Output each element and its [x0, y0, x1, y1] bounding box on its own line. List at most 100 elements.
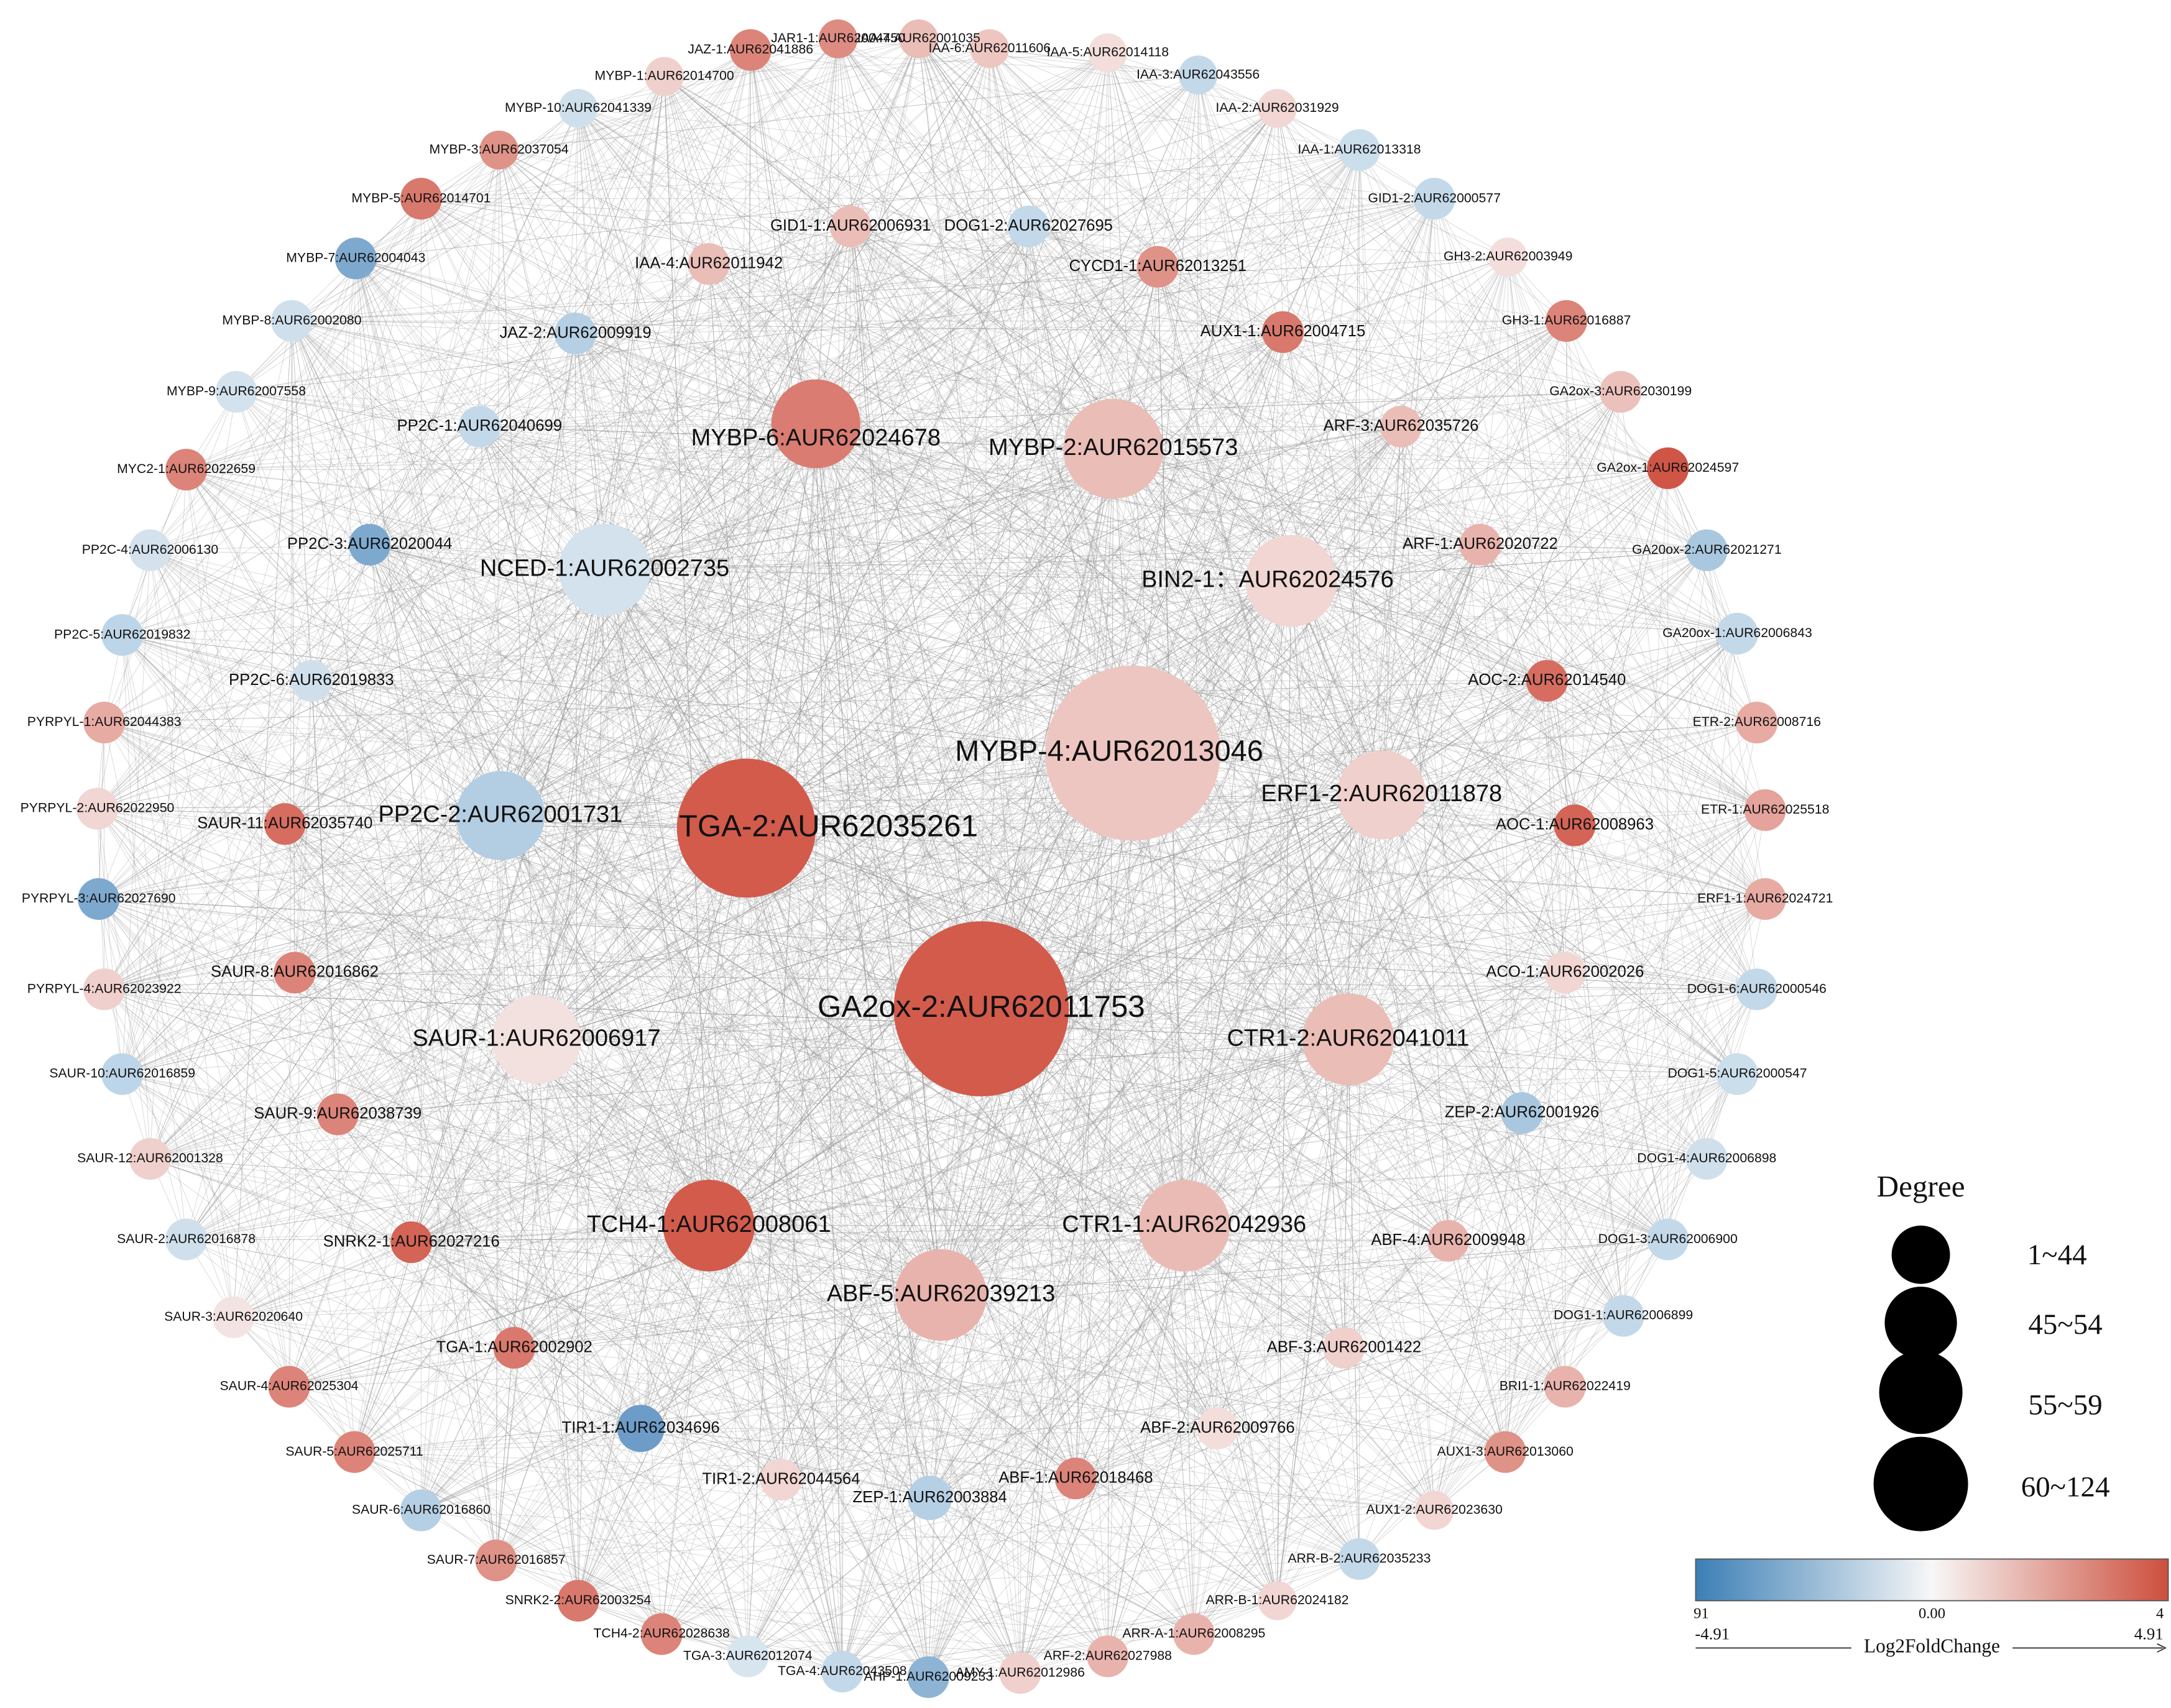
edge	[236, 392, 1348, 1040]
edge	[850, 226, 1624, 1316]
edge	[499, 150, 1382, 796]
legend: Degree 1~44 45~54 55~59 60~124 91 0.00 4…	[1694, 1169, 2169, 1660]
edge	[747, 1008, 982, 1656]
edge	[479, 426, 747, 829]
edge	[122, 828, 747, 1075]
edge	[604, 569, 1076, 1479]
edge	[104, 989, 1624, 1316]
node-label: AOC-2:AUR62014540	[1468, 671, 1626, 689]
edge	[536, 581, 1292, 1040]
edge	[421, 1510, 1194, 1635]
edge	[708, 1225, 1278, 1601]
edge	[1107, 52, 1766, 810]
edge	[122, 1073, 641, 1429]
edge	[421, 150, 1360, 200]
edge	[746, 257, 1508, 829]
edge	[411, 722, 1757, 1242]
edge	[496, 1225, 709, 1561]
edge	[815, 423, 929, 1678]
edge	[536, 1039, 941, 1295]
edge	[294, 226, 1029, 973]
edge	[708, 825, 1575, 1226]
edge	[575, 108, 579, 334]
edge	[1291, 581, 1348, 1040]
degree-label: 60~124	[2021, 1471, 2110, 1503]
edge	[1448, 825, 1575, 1241]
edge	[816, 392, 1621, 425]
edge	[514, 1239, 1668, 1348]
edge	[1434, 468, 1669, 1511]
edge	[575, 333, 1435, 1511]
edge	[981, 468, 1668, 1009]
edge	[292, 321, 1194, 1635]
edge	[980, 1009, 1021, 1673]
edge	[708, 264, 1766, 810]
edge	[421, 257, 1508, 1511]
edge	[122, 569, 605, 1075]
edge	[928, 48, 990, 1678]
edge	[233, 1316, 930, 1499]
edge	[1401, 426, 1565, 973]
edge	[104, 722, 1575, 826]
edge	[500, 681, 1547, 816]
edge	[292, 257, 1508, 321]
edge	[369, 544, 641, 1429]
edge	[578, 108, 941, 1295]
edge	[850, 226, 1283, 333]
edge	[421, 267, 1158, 1511]
edge	[337, 1114, 749, 1657]
edge	[575, 333, 709, 1226]
edge	[496, 1073, 1738, 1561]
edge	[746, 828, 1707, 1159]
edge	[815, 423, 941, 1295]
edge	[411, 569, 605, 1242]
edge	[500, 815, 1021, 1673]
edge	[311, 681, 579, 1601]
edge	[311, 48, 990, 681]
edge	[929, 794, 1382, 1499]
edge	[746, 828, 843, 1672]
edge	[1113, 448, 1624, 1316]
edge	[514, 448, 1114, 1348]
edge	[746, 828, 929, 1678]
edge	[664, 76, 1278, 1601]
edge	[980, 449, 1114, 1009]
node-label: PYRPYL-4:AUR62023922	[27, 981, 182, 996]
edge	[1184, 581, 1292, 1226]
edge	[929, 753, 1133, 1499]
edge	[815, 423, 929, 1678]
edge	[97, 809, 123, 1075]
edge	[1667, 468, 1758, 723]
edge	[815, 423, 1360, 1559]
edge	[311, 198, 422, 681]
edge	[536, 423, 816, 1040]
edge	[941, 1295, 1435, 1511]
edge	[661, 1159, 1707, 1635]
node-label: DOG1-5:AUR62000547	[1667, 1067, 1807, 1081]
edge	[1359, 150, 1758, 723]
edge	[186, 815, 501, 1240]
edge	[338, 1039, 1348, 1115]
edge	[104, 989, 749, 1657]
edge	[746, 226, 1029, 829]
edge	[311, 226, 851, 681]
edge	[578, 1428, 641, 1601]
edge	[781, 48, 990, 1480]
edge	[1359, 150, 1382, 795]
edge	[104, 264, 709, 723]
edge	[941, 581, 1292, 1295]
degree-title: Degree	[1877, 1169, 1965, 1203]
degree-circle	[1884, 1287, 1957, 1359]
edge	[746, 828, 930, 1499]
edge	[1107, 52, 1114, 449]
edge	[1434, 198, 1523, 1113]
edge	[236, 198, 1435, 392]
edge	[746, 794, 1382, 829]
node-label: TGA-4:AUR62043508	[778, 1664, 907, 1678]
edge	[294, 52, 1109, 973]
edge	[981, 899, 1766, 1009]
node	[821, 1650, 864, 1692]
edge	[1283, 331, 1668, 469]
edge	[354, 1428, 1218, 1453]
